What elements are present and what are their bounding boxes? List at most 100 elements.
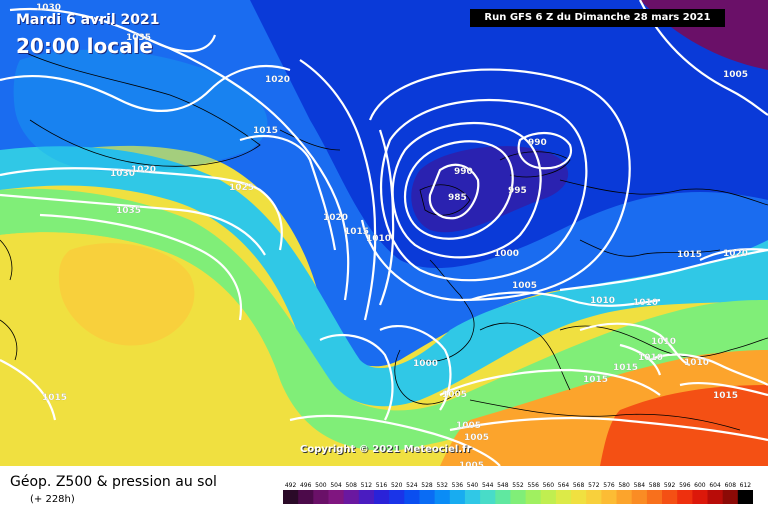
scale-swatch <box>571 490 587 504</box>
isobar-label: 985 <box>448 193 467 203</box>
scale-swatch <box>298 490 314 504</box>
isobar-label: 1020 <box>131 165 156 175</box>
isobar-label: 1020 <box>723 249 748 259</box>
scale-label: 524 <box>406 482 418 489</box>
isobar-label: 1030 <box>36 3 61 13</box>
scale-label: 552 <box>512 482 524 489</box>
scale-swatch <box>707 490 724 504</box>
scale-swatch <box>525 490 542 504</box>
field-red-southeast <box>600 385 768 466</box>
scale-label: 568 <box>573 482 585 489</box>
scale-label: 548 <box>497 482 509 489</box>
scale-swatch <box>737 490 753 504</box>
isobar-label: 990 <box>528 138 547 148</box>
scale-label: 504 <box>330 482 342 489</box>
scale-swatch <box>616 490 633 504</box>
isobar-label: 1015 <box>42 393 67 403</box>
scale-label: 540 <box>467 482 479 489</box>
scale-label: 544 <box>482 482 494 489</box>
isobar-label: 1010 <box>366 234 391 244</box>
scale-swatch <box>631 490 648 504</box>
isobar-label: 1010 <box>684 358 709 368</box>
field-green-band <box>0 188 768 451</box>
isobar-label: 1035 <box>116 206 141 216</box>
scale-label: 560 <box>543 482 555 489</box>
isobar-label: 1020 <box>265 75 290 85</box>
scale-label: 536 <box>452 482 464 489</box>
geopotential-map: 1030 1035 1020 1015 1030 1020 1025 1035 … <box>0 0 768 466</box>
scale-swatch <box>464 490 481 504</box>
isobar-label: 1005 <box>723 70 748 80</box>
isobar-label: 1010 <box>651 337 676 347</box>
scale-label: 612 <box>740 482 752 489</box>
scale-label: 580 <box>618 482 630 489</box>
scale-label: 528 <box>421 482 433 489</box>
isobar-label: 1010 <box>633 298 658 308</box>
isobar-label: 1015 <box>583 375 608 385</box>
isobar-label: 1000 <box>413 359 438 369</box>
isobar-label: 1005 <box>442 390 467 400</box>
scale-swatch <box>601 490 618 504</box>
scale-swatch <box>449 490 466 504</box>
model-run-info: Run GFS 6 Z du Dimanche 28 mars 2021 <box>470 9 725 27</box>
scale-swatch <box>540 490 557 504</box>
scale-label: 572 <box>588 482 600 489</box>
map-title: Géop. Z500 & pression au sol <box>10 474 217 490</box>
scale-swatch <box>434 490 451 504</box>
scale-swatch <box>404 490 420 504</box>
isobar-label: 1010 <box>590 296 615 306</box>
isobar-label: 1000 <box>494 249 519 259</box>
field-greenland-land <box>13 49 268 172</box>
scale-label: 556 <box>527 482 539 489</box>
isobar-label: 1025 <box>229 183 254 193</box>
scale-label: 600 <box>694 482 706 489</box>
isobar-label: 1015 <box>713 391 738 401</box>
forecast-time: 20:00 locale <box>16 34 153 58</box>
scale-label: 516 <box>376 482 388 489</box>
isobar-label: 1015 <box>613 363 638 373</box>
isobar-label: 1005 <box>464 433 489 443</box>
scale-swatch <box>586 490 602 504</box>
scale-swatch <box>692 490 709 504</box>
isobar-label: 1005 <box>459 461 484 466</box>
scale-swatch <box>283 490 299 504</box>
scale-swatch <box>374 490 390 504</box>
scale-swatch <box>343 490 360 504</box>
isobar-label: 1030 <box>110 169 135 179</box>
isobar-label: 1020 <box>323 213 348 223</box>
scale-swatch <box>389 490 405 504</box>
legend-footer: Géop. Z500 & pression au sol (+ 228h) <box>0 466 768 512</box>
field-indigo-core <box>411 146 569 233</box>
scale-label: 496 <box>300 482 312 489</box>
scale-swatch <box>510 490 527 504</box>
field-deep-blue <box>250 0 768 269</box>
isobars <box>0 0 768 466</box>
isobar-label: 1015 <box>253 126 278 136</box>
scale-swatch <box>328 490 345 504</box>
forecast-offset: (+ 228h) <box>30 494 75 505</box>
scale-label: 532 <box>436 482 448 489</box>
scale-label: 608 <box>725 482 737 489</box>
field-orange-core <box>58 243 195 346</box>
scale-swatch <box>555 490 572 504</box>
scale-swatch <box>646 490 663 504</box>
copyright-notice: Copyright © 2021 Meteociel.fr <box>300 444 472 455</box>
scale-swatch <box>722 490 739 504</box>
isobar-label: 1005 <box>512 281 537 291</box>
scale-label: 512 <box>361 482 373 489</box>
scale-swatch <box>662 490 678 504</box>
isobar-label: 1035 <box>126 33 151 43</box>
scale-label: 592 <box>664 482 676 489</box>
scale-swatch <box>495 490 511 504</box>
isobar-labels: 1030 1035 1020 1015 1030 1020 1025 1035 … <box>36 3 748 466</box>
scale-swatch <box>480 490 496 504</box>
scale-label: 520 <box>391 482 403 489</box>
isobar-label: 995 <box>508 186 527 196</box>
color-scale: 492 496 500 504 508 512 516 520 524 528 532 536 540 5… <box>283 482 753 504</box>
forecast-date: Mardi 6 avril 2021 <box>16 12 160 28</box>
isobar-label: 1015 <box>344 227 369 237</box>
scale-swatch <box>677 490 693 504</box>
scale-swatch <box>419 490 436 504</box>
scale-swatch <box>313 490 329 504</box>
